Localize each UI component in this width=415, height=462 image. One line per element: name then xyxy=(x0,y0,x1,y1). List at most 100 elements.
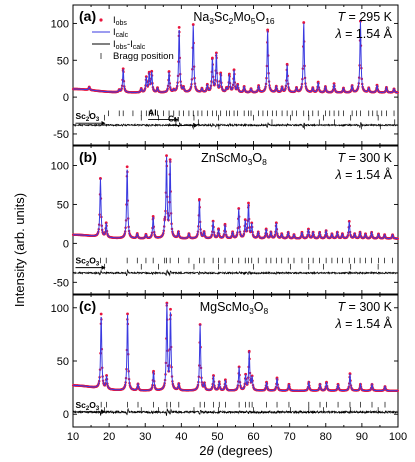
observed-peak-point xyxy=(167,70,171,73)
observed-peak-point xyxy=(247,201,250,205)
phase-label-base: Sc xyxy=(76,400,87,410)
formula-part: MgScMo xyxy=(200,300,249,314)
observed-peak-point xyxy=(243,218,247,222)
observed-peak-point xyxy=(223,222,227,226)
calculated-curve xyxy=(73,156,398,240)
panel-letter: (a) xyxy=(79,8,96,24)
phase-label-subscript: 3 xyxy=(96,262,100,268)
phase-label-base: Cu xyxy=(168,113,179,123)
x-tick-label: 30 xyxy=(139,431,151,443)
observed-peak-point xyxy=(316,80,320,84)
formula-subscript: 3 xyxy=(209,16,214,26)
panel-letter: (c) xyxy=(79,298,96,314)
observed-peak-point xyxy=(210,56,214,60)
formula-part: Sc xyxy=(214,10,229,24)
formula-part: O xyxy=(252,151,262,165)
y-tick-label: 0 xyxy=(63,238,69,250)
legend-text-main: I xyxy=(113,39,116,50)
y-tick-label: 50 xyxy=(57,356,69,368)
panel-letter: (b) xyxy=(79,149,97,165)
x-tick-label: 70 xyxy=(284,431,296,443)
observed-peak-point xyxy=(266,28,270,32)
phase-label: Al xyxy=(148,108,157,118)
bragg-row xyxy=(100,401,386,408)
y-tick-label: 50 xyxy=(57,55,69,67)
temperature-value: = 300 K xyxy=(345,151,393,165)
phase-label: Sc2O3 xyxy=(76,400,100,412)
phase-label-base: Al xyxy=(148,108,157,118)
legend-text-subscript: obs xyxy=(116,44,128,51)
formula-subscript: 16 xyxy=(265,16,275,26)
temperature-label: T = 300 K xyxy=(337,300,392,314)
observed-peak-point xyxy=(219,71,223,75)
x-tick-label: 100 xyxy=(389,431,407,443)
phase-arrowhead xyxy=(101,409,106,415)
difference-curve xyxy=(72,122,399,129)
legend-text-subscript: obs xyxy=(116,20,128,27)
temperature-label: T = 295 K xyxy=(337,10,392,24)
y-tick-label: 0 xyxy=(63,92,69,104)
wavelength-label: λ = 1.54 Å xyxy=(334,26,392,41)
legend-difference-label: Iobs-Icalc xyxy=(113,39,146,51)
wavelength-symbol: λ xyxy=(334,317,341,331)
observed-peak-point xyxy=(237,207,241,210)
phase-label-subscript: 3 xyxy=(96,406,100,412)
formula-part: Mo xyxy=(233,10,250,24)
y-tick-label: -50 xyxy=(53,129,69,141)
formula-part: O xyxy=(255,10,265,24)
observed-peak-point xyxy=(105,374,108,377)
compound-label: ZnScMo3​O8​ xyxy=(201,151,267,167)
phase-label: Sc2O3 xyxy=(76,111,100,123)
observed-peak-point xyxy=(99,312,103,316)
x-tick-label: 50 xyxy=(211,431,223,443)
wavelength-symbol: λ xyxy=(334,27,341,41)
calculated-curve xyxy=(73,303,398,392)
phase-arrowhead xyxy=(193,123,198,128)
legend-observed-marker xyxy=(99,18,103,22)
observed-peak-point xyxy=(191,23,195,26)
observed-peak-point xyxy=(144,75,148,78)
wavelength-label: λ = 1.54 Å xyxy=(334,316,392,331)
temperature-value: = 295 K xyxy=(345,10,393,24)
y-tick-label: 100 xyxy=(51,18,69,30)
observed-peak-point xyxy=(150,69,154,73)
x-axis-title-prefix: 2 xyxy=(199,443,206,458)
phase-label-mid: O xyxy=(89,111,96,121)
compound-label: Na3​Sc2​Mo5​O16​ xyxy=(193,10,275,26)
legend-bragg-label: Bragg position xyxy=(113,51,174,62)
observed-peak-point xyxy=(214,51,218,55)
wavelength-symbol: λ xyxy=(334,168,341,182)
formula-subscript: 3 xyxy=(249,306,254,316)
bragg-row xyxy=(104,263,379,270)
observed-peak-point xyxy=(347,219,351,223)
observed-peak-point xyxy=(232,68,236,72)
observed-peak-point xyxy=(169,307,172,311)
phase-label-subscript: 2 xyxy=(86,117,90,123)
x-tick-label: 20 xyxy=(103,431,115,443)
x-tick-label: 90 xyxy=(356,431,368,443)
phase-arrowhead xyxy=(101,121,106,126)
phase-label-mid: O xyxy=(89,256,96,266)
legend-text-subscript: calc xyxy=(116,32,129,39)
observed-peak-point xyxy=(274,221,278,225)
legend-text-subscript: calc xyxy=(133,44,146,51)
wavelength-value: = 1.54 Å xyxy=(342,167,393,182)
x-tick-label: 80 xyxy=(320,431,332,443)
formula-subscript: 8 xyxy=(264,306,269,316)
observed-peak-point xyxy=(275,376,279,380)
observed-peak-point xyxy=(152,369,155,373)
phase-arrowhead xyxy=(174,117,179,122)
observed-peak-point xyxy=(223,378,227,382)
temperature-label: T = 300 K xyxy=(337,151,392,165)
formula-subscript: 3 xyxy=(248,157,253,167)
phase-label-subscript: 2 xyxy=(86,406,90,412)
phase-label-base: Sc xyxy=(76,256,87,266)
y-tick-label: 100 xyxy=(51,160,69,172)
bragg-row xyxy=(192,123,381,130)
observed-peak-point xyxy=(177,26,181,29)
y-tick-label: 50 xyxy=(57,199,69,211)
temperature-symbol: T xyxy=(337,300,346,314)
x-tick-label: 60 xyxy=(247,431,259,443)
